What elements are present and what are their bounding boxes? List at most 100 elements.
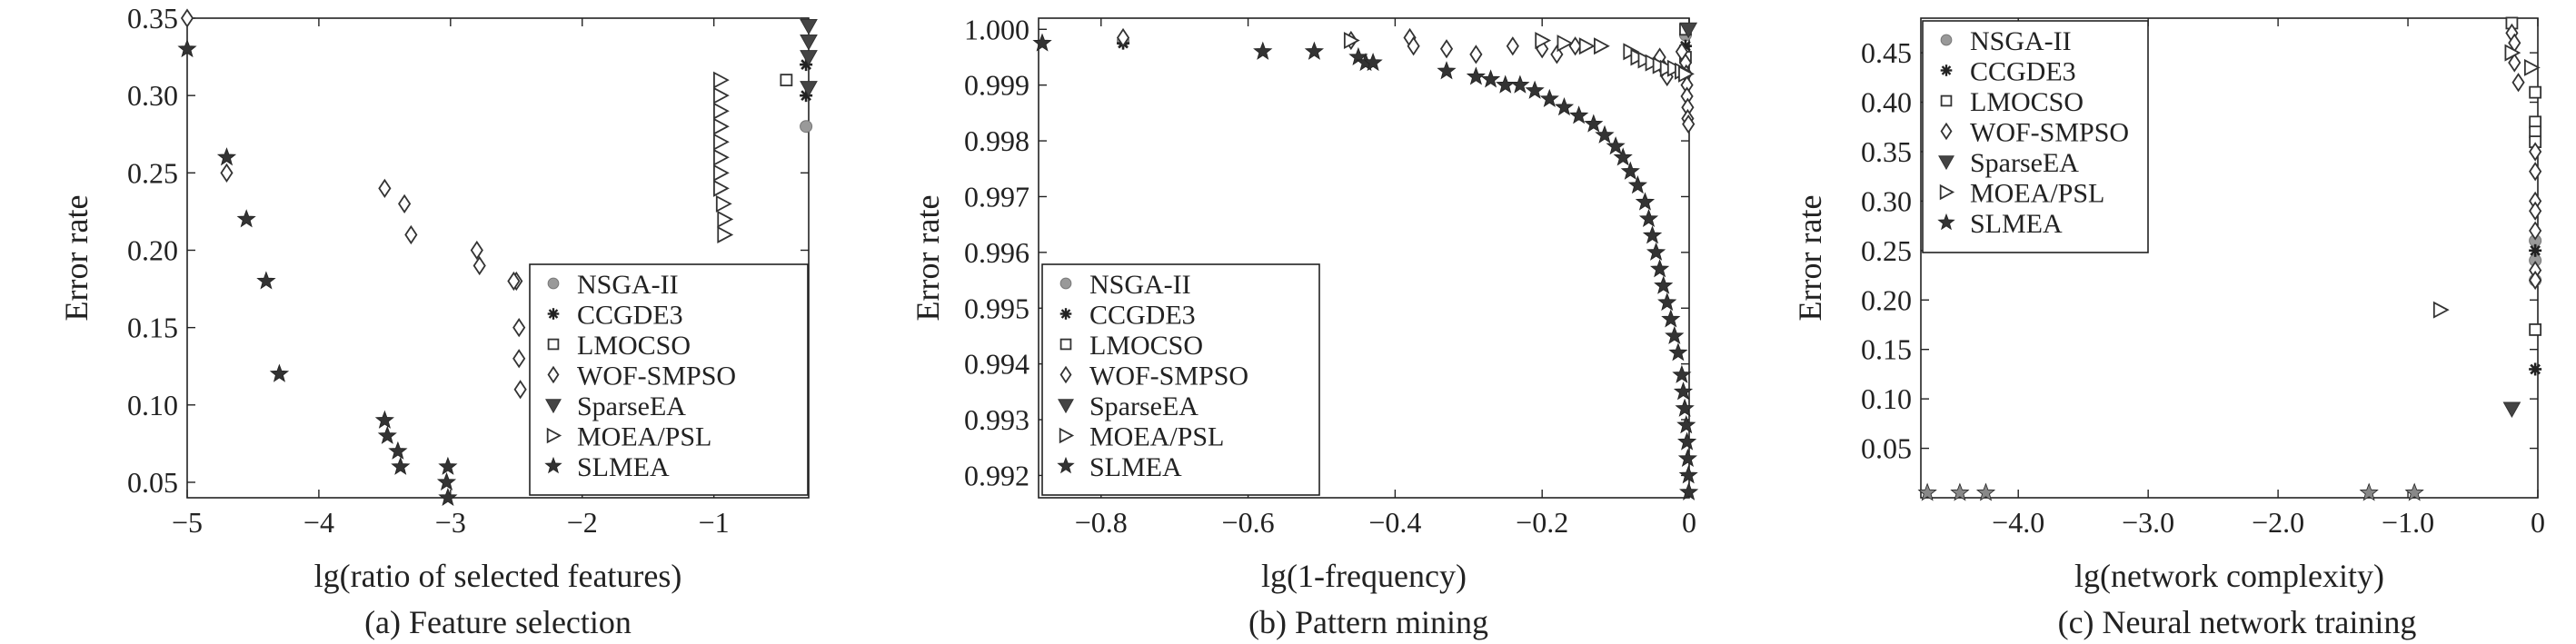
data-point-star [1679, 481, 1699, 500]
data-point-square [2529, 323, 2542, 336]
x-axis-label: lg(network complexity) [2074, 558, 2384, 594]
data-point-star [1675, 398, 1695, 417]
data-point-diamond [2529, 162, 2542, 182]
x-tick-label: −4 [303, 506, 334, 539]
data-point-triangle-right [1594, 37, 1610, 55]
data-point-star [216, 147, 237, 166]
data-point-star [1650, 259, 1670, 278]
y-axis-label: Error rate [58, 195, 94, 322]
data-point-diamond [472, 255, 486, 276]
data-point-triangle-right [717, 225, 734, 243]
data-point-star [1917, 482, 1937, 501]
data-point-triangle-down [800, 19, 818, 35]
data-point-star [1646, 242, 1666, 261]
data-point-star [1673, 381, 1694, 401]
data-point-star [1635, 192, 1656, 211]
data-point-star [1677, 448, 1697, 468]
chart-panel-2: −0.8 −0.6 −0.4 −0.2 0 0.992 0.993 0.994 0.995 0.9… [910, 13, 1699, 640]
legend-marker-star [1057, 456, 1075, 474]
y-tick-label: 0.993 [964, 403, 1029, 436]
legend-marker-diamond [1059, 365, 1072, 384]
y-tick-label: 0.997 [964, 180, 1029, 213]
data-point-triangle-right [2432, 301, 2450, 319]
data-point-star [377, 425, 397, 444]
data-point-star [1480, 69, 1501, 88]
data-point-triangle-right [713, 86, 730, 104]
x-tick-label: −4.0 [1992, 506, 2044, 539]
data-point-star [1466, 66, 1486, 85]
data-point-triangle-down [800, 50, 818, 66]
data-point-diamond [2529, 142, 2542, 162]
y-tick-label: 0.05 [1861, 432, 1912, 465]
data-point-star [1677, 431, 1697, 451]
legend-marker-asterisk [1059, 308, 1072, 320]
x-axis-label: lg(1-frequency) [1261, 558, 1467, 594]
data-points [1032, 22, 1699, 500]
legend-label: SparseEA [577, 391, 686, 421]
legend-label: MOEA/PSL [1970, 179, 2104, 209]
data-point-circle [800, 120, 813, 134]
legend-label: LMOCSO [1970, 87, 2084, 117]
data-point-triangle-right [713, 133, 730, 151]
data-point-triangle-down [800, 81, 818, 97]
data-point-star [1253, 41, 1273, 60]
data-point-diamond [512, 318, 526, 338]
data-points [177, 8, 818, 507]
y-tick-label: 0.35 [127, 2, 178, 35]
y-tick-label: 0.25 [1861, 234, 1912, 267]
legend-label: SparseEA [1089, 391, 1198, 421]
data-point-triangle-right [1557, 35, 1574, 53]
chart-panel-3: −4.0 −3.0 −2.0 −1.0 0 0.05 0.10 0.15 0.20 0.25 0.3… [1792, 16, 2545, 640]
legend-marker-triangle-down [545, 399, 562, 414]
data-point-diamond [1682, 114, 1696, 134]
x-tick-label: −3 [435, 506, 466, 539]
data-point-triangle-right [713, 102, 730, 120]
panel-title: (c) Neural network training [2058, 604, 2417, 640]
legend-marker-triangle-right [546, 427, 562, 444]
data-point-star [1642, 225, 1663, 244]
data-point-star [374, 410, 394, 429]
legend-marker-triangle-down [1058, 399, 1074, 414]
legend-label: WOF-SMPSO [1970, 118, 2129, 148]
data-point-star [1665, 325, 1685, 344]
legend-label: CCGDE3 [1089, 301, 1196, 331]
y-tick-label: 0.30 [1861, 184, 1912, 217]
y-tick-label: 0.20 [1861, 283, 1912, 316]
data-point-diamond [470, 240, 483, 261]
legend: NSGA-IICCGDE3LMOCSOWOF-SMPSOSparseEAMOEA… [1041, 263, 1320, 496]
legend-label: WOF-SMPSO [1089, 362, 1248, 391]
y-tick-label: 0.999 [964, 69, 1029, 102]
y-axis-label: Error rate [910, 195, 946, 322]
legend-marker-asterisk [1940, 64, 1953, 76]
plot-frame [186, 17, 810, 499]
data-point-star [1606, 136, 1626, 155]
data-point-asterisk [2529, 243, 2542, 257]
x-tick-label: −2 [567, 506, 598, 539]
data-point-star [1496, 74, 1516, 94]
data-point-triangle-right [1678, 64, 1695, 83]
y-tick-label: 0.10 [127, 389, 178, 421]
data-point-star [1525, 80, 1545, 99]
data-point-star [1584, 114, 1604, 133]
x-axis-label: lg(ratio of selected features) [314, 558, 682, 594]
data-point-diamond [2511, 73, 2525, 93]
x-tick-label: −0.6 [1222, 506, 1275, 539]
legend-marker-triangle-right [1059, 427, 1075, 444]
y-tick-label: 0.996 [964, 236, 1029, 269]
x-tick-label: −0.4 [1368, 506, 1421, 539]
data-point-star [1363, 52, 1383, 72]
data-point-diamond [507, 271, 521, 292]
chart-panel-1: −5 −4 −3 −2 −1 0.05 0.10 0.15 0.20 0.25 0.30 0.35 lg… [58, 2, 818, 640]
x-tick-label: 0 [1682, 506, 1696, 539]
y-tick-label: 0.998 [964, 124, 1029, 157]
y-tick-label: 0.995 [964, 292, 1029, 324]
data-point-star [1627, 175, 1647, 194]
legend-label: NSGA-II [1089, 270, 1191, 300]
data-point-triangle-down [2502, 401, 2521, 419]
data-point-star [1975, 482, 1996, 501]
data-point-diamond [513, 380, 527, 400]
data-point-star [1676, 415, 1696, 434]
data-point-triangle-right [715, 194, 732, 213]
data-point-star [1595, 124, 1615, 144]
